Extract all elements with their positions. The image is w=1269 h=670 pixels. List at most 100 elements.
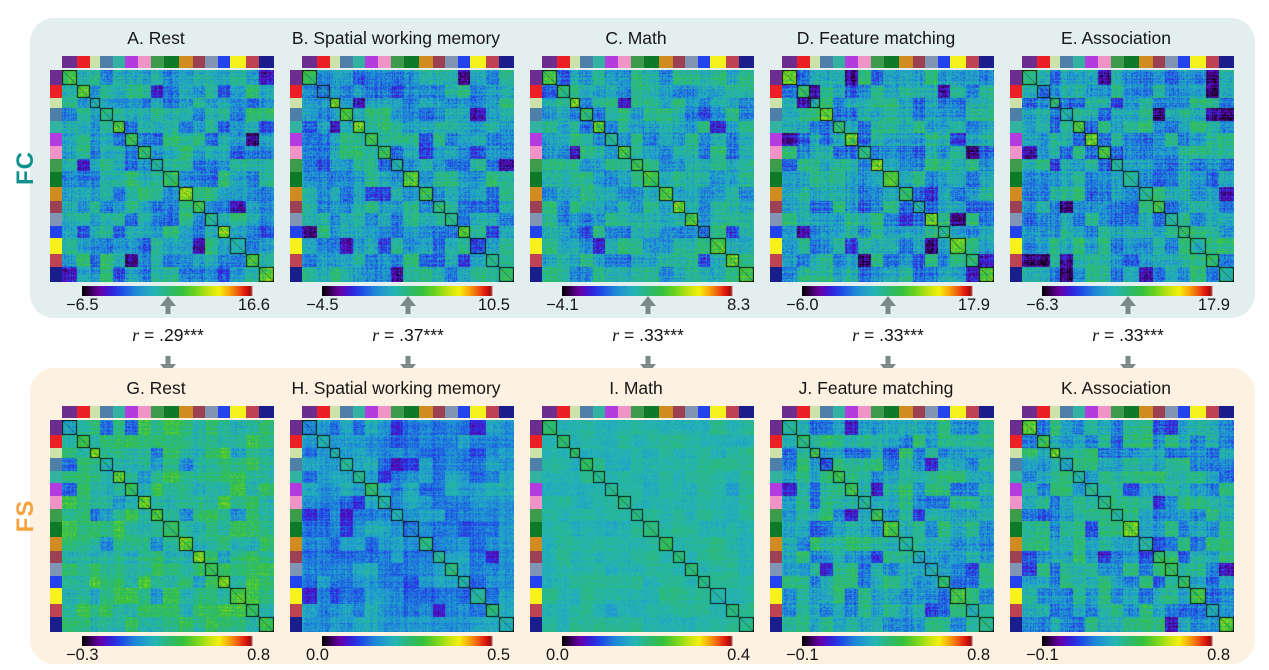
network-color-segment-15 (245, 406, 260, 418)
correlation-label: r = .37*** (372, 325, 444, 345)
panel-fs-rest: G. Rest −0.3 0.8 (50, 368, 274, 664)
network-color-segment-12 (1165, 56, 1178, 68)
panel-fc-math: C. Math −4.1 8.3 (530, 18, 754, 318)
network-color-segment-3 (570, 406, 581, 418)
network-color-segment-1 (770, 420, 782, 435)
network-color-segment-14 (770, 588, 782, 604)
network-color-segment-14 (950, 56, 966, 68)
network-color-segment-4 (530, 108, 542, 121)
network-color-segment-4 (340, 56, 353, 68)
network-color-segment-9 (1010, 171, 1022, 188)
network-color-segment-5 (290, 120, 302, 134)
network-color-segment-15 (485, 56, 500, 68)
network-color-segment-4 (1060, 56, 1073, 68)
colorbar-group: 0.0 0.5 (306, 636, 510, 666)
network-color-segment-11 (1152, 56, 1166, 68)
network-color-segment-1 (1022, 56, 1037, 68)
network-color-segment-1 (50, 70, 62, 85)
fc-fs-correlation-feature-matching: r = .33*** (818, 296, 958, 374)
colorbar-group: −6.5 16.6 (66, 286, 270, 316)
network-color-segment-14 (770, 238, 782, 254)
network-color-segment-12 (685, 406, 698, 418)
network-color-segment-3 (50, 448, 62, 459)
network-color-segment-16 (739, 56, 754, 68)
network-color-segment-16 (50, 267, 62, 282)
colorbar (1042, 286, 1214, 296)
network-color-segment-16 (499, 406, 514, 418)
network-color-segment-2 (290, 84, 302, 99)
network-color-segment-14 (1190, 406, 1206, 418)
network-color-segment-12 (1010, 213, 1022, 226)
network-color-segment-13 (457, 56, 471, 68)
network-color-segment-7 (50, 495, 62, 510)
network-color-segment-11 (1152, 406, 1166, 418)
network-color-segment-6 (1010, 133, 1022, 146)
network-color-segment-14 (1190, 56, 1206, 68)
panel-fc-feature-matching: D. Feature matching −6.0 17.9 (770, 18, 994, 318)
network-color-segment-9 (163, 56, 180, 68)
network-color-strip-top (1022, 406, 1234, 418)
network-color-segment-3 (330, 56, 341, 68)
network-color-segment-4 (100, 56, 113, 68)
network-color-segment-6 (845, 56, 858, 68)
network-color-segment-9 (290, 521, 302, 538)
network-color-segment-4 (1060, 406, 1073, 418)
colorbar (322, 286, 494, 296)
network-color-segment-5 (112, 406, 126, 418)
network-color-strip-top (782, 56, 994, 68)
panel-fc-association: E. Association −6.3 17.9 (1010, 18, 1234, 318)
arrow-up-icon (400, 296, 416, 314)
network-color-segment-6 (365, 56, 378, 68)
network-color-segment-16 (739, 406, 754, 418)
arrow-up-icon (160, 296, 176, 314)
network-color-segment-15 (725, 406, 740, 418)
network-color-segment-4 (290, 458, 302, 471)
network-color-segment-10 (659, 56, 673, 68)
network-color-segment-15 (485, 406, 500, 418)
colorbar-min-label: −0.1 (786, 646, 819, 664)
network-color-segment-15 (1010, 253, 1022, 268)
fc-row-label: FC (12, 151, 39, 185)
network-color-segment-13 (457, 406, 471, 418)
network-color-segment-10 (50, 187, 62, 201)
network-color-segment-8 (1111, 406, 1124, 418)
network-color-segment-3 (50, 98, 62, 109)
network-color-segment-9 (50, 171, 62, 188)
network-color-segment-12 (925, 406, 938, 418)
network-color-segment-12 (290, 563, 302, 576)
network-color-segment-13 (217, 56, 231, 68)
network-color-segment-10 (530, 187, 542, 201)
network-color-segment-2 (76, 406, 91, 418)
network-color-segment-3 (290, 98, 302, 109)
network-color-segment-10 (659, 406, 673, 418)
colorbar-max-label: 8.3 (727, 296, 750, 314)
network-color-segment-12 (1010, 563, 1022, 576)
network-color-segment-8 (290, 509, 302, 522)
network-color-segment-10 (899, 406, 913, 418)
colorbar-group: −6.0 17.9 (786, 286, 990, 316)
network-color-segment-4 (1010, 108, 1022, 121)
colorbar-max-label: 16.6 (237, 296, 270, 314)
network-color-segment-9 (403, 56, 420, 68)
network-color-segment-12 (290, 213, 302, 226)
panel-fs-feature-matching: J. Feature matching −0.1 0.8 (770, 368, 994, 664)
network-color-segment-1 (542, 56, 557, 68)
fs-row-panel: FS G. Rest −0.3 0.8 H. Spatial working m… (12, 368, 1255, 666)
network-color-segment-6 (605, 56, 618, 68)
network-color-segment-2 (556, 406, 571, 418)
colorbar-group: −4.1 8.3 (546, 286, 750, 316)
network-color-segment-11 (770, 550, 782, 564)
network-color-segment-1 (1010, 70, 1022, 85)
network-color-segment-1 (542, 406, 557, 418)
network-color-segment-8 (1010, 509, 1022, 522)
network-color-segment-5 (832, 56, 846, 68)
network-color-segment-4 (770, 458, 782, 471)
network-color-strip-top (542, 406, 754, 418)
network-color-segment-15 (965, 406, 980, 418)
network-color-strip-top (302, 56, 514, 68)
network-color-segment-2 (1036, 56, 1051, 68)
network-color-segment-8 (391, 56, 404, 68)
colorbar (322, 636, 494, 646)
network-color-segment-12 (445, 56, 458, 68)
network-color-segment-6 (845, 406, 858, 418)
